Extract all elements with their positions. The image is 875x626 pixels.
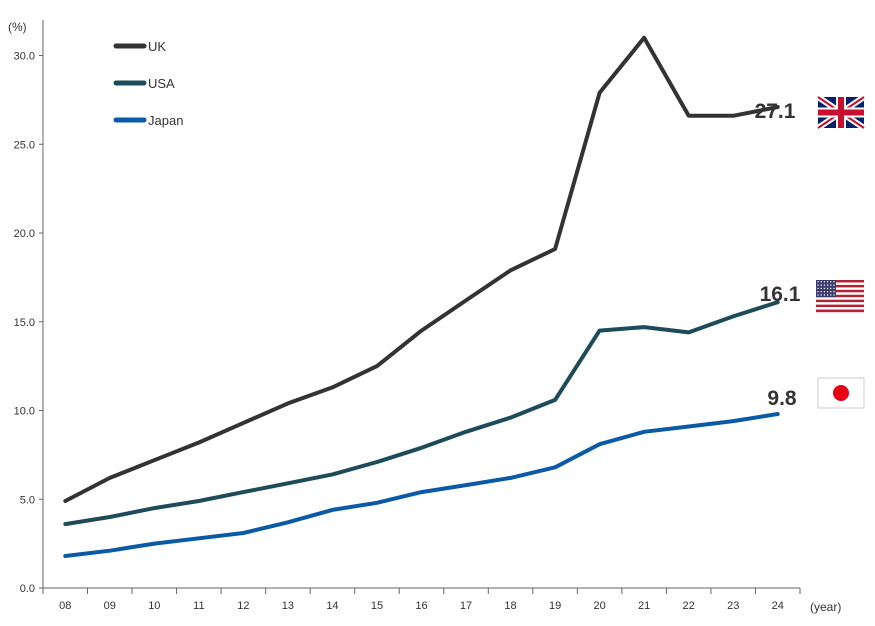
x-tick-label: 21 [638, 600, 650, 612]
legend-label-usa: USA [148, 76, 175, 91]
y-tick-label: 10.0 [14, 406, 35, 418]
axes [42, 20, 800, 589]
y-tick-label: 20.0 [14, 228, 35, 240]
x-tick-label: 13 [282, 600, 294, 612]
x-tick-label: 16 [415, 600, 427, 612]
uk-flag-icon [816, 94, 866, 131]
x-tick-label: 20 [593, 600, 605, 612]
x-tick-label: 24 [772, 600, 784, 612]
x-tick-label: 10 [148, 600, 160, 612]
end-value-label-usa: 16.1 [760, 283, 801, 306]
y-ticks: 0.0 5.0 10.0 15.0 20.0 25.0 30.0 [14, 51, 43, 595]
x-tick-label: 19 [549, 600, 561, 612]
x-tick-label: 17 [460, 600, 472, 612]
y-tick-label: 5.0 [20, 494, 35, 506]
x-axis-unit: (year) [810, 600, 841, 614]
series-line-uk [63, 35, 780, 503]
x-tick-label: 12 [237, 600, 249, 612]
x-tick-label: 09 [104, 600, 116, 612]
x-tick-label: 11 [193, 600, 204, 612]
y-axis-unit: (%) [8, 20, 27, 34]
japan-flag-icon [817, 377, 865, 409]
legend-label-uk: UK [148, 39, 166, 54]
y-tick-label: 15.0 [14, 317, 35, 329]
y-tick-label: 30.0 [14, 51, 35, 63]
x-tick-label: 14 [326, 600, 338, 612]
series-line-usa [63, 300, 780, 527]
usa-flag-icon [816, 280, 864, 313]
y-tick-label: 25.0 [14, 139, 35, 151]
legend: UK USA Japan [113, 39, 183, 128]
flags [816, 94, 866, 409]
series-line-japan [63, 412, 780, 558]
x-tick-label: 08 [59, 600, 71, 612]
y-tick-label: 0.0 [20, 583, 35, 595]
x-tick-label: 23 [727, 600, 739, 612]
x-tick-label: 18 [504, 600, 516, 612]
end-labels: 27.1 16.1 9.8 [755, 100, 801, 410]
x-ticks: 08 09 10 11 12 13 14 15 16 17 18 19 20 21 22 23 24 [42, 588, 801, 612]
legend-label-japan: Japan [148, 113, 183, 128]
end-value-label-uk: 27.1 [755, 100, 796, 123]
x-tick-label: 22 [683, 600, 695, 612]
series-lines [63, 35, 780, 558]
x-tick-label: 15 [371, 600, 383, 612]
end-value-label-japan: 9.8 [767, 387, 797, 410]
